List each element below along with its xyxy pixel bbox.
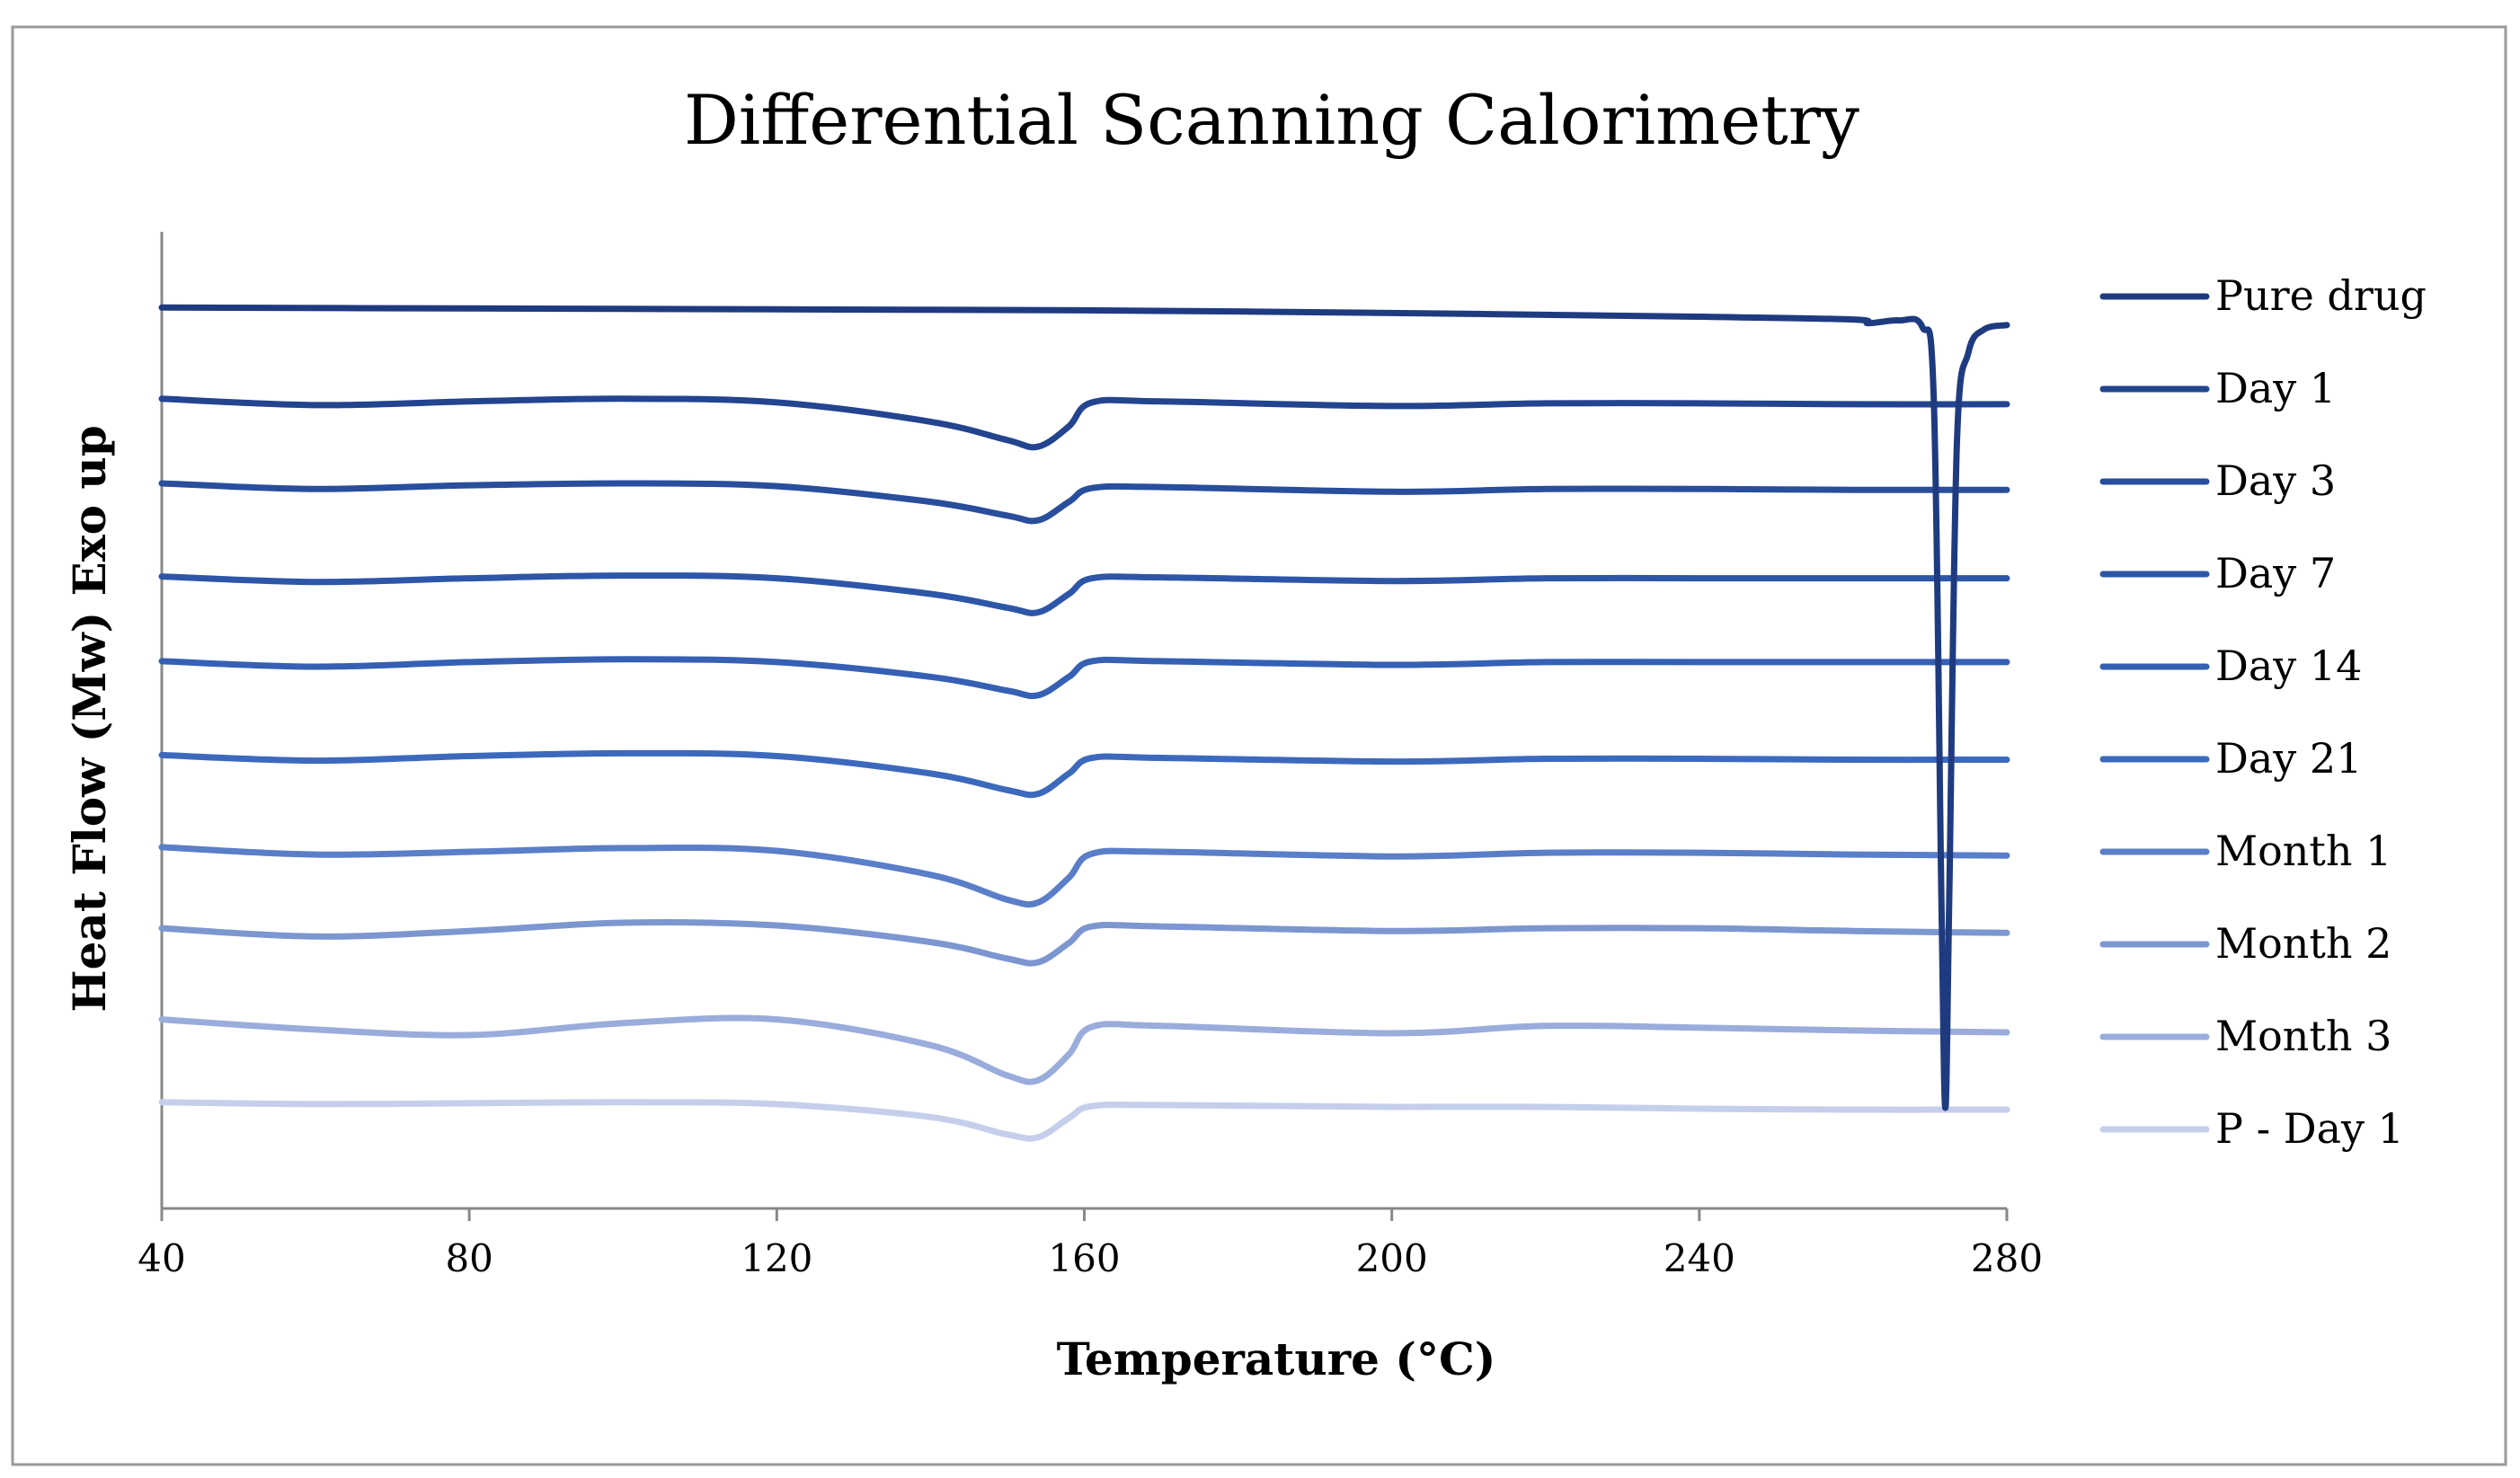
legend-label: Day 1 xyxy=(2215,364,2336,412)
x-tick-label: 40 xyxy=(138,1236,185,1280)
legend-label: Month 2 xyxy=(2215,919,2391,968)
x-tick-label: 160 xyxy=(1048,1236,1120,1280)
legend-label: Day 3 xyxy=(2215,456,2336,505)
series-line-day-1 xyxy=(158,395,2010,451)
legend-label: Day 21 xyxy=(2215,734,2362,783)
x-ticks: 40 80 120 160 200 240 280 xyxy=(138,1208,2043,1280)
series-line-pure-drug xyxy=(158,304,2010,1111)
legend-label: Day 7 xyxy=(2215,549,2336,597)
series-line-day-14 xyxy=(158,656,2010,700)
x-tick-label: 120 xyxy=(741,1236,812,1280)
chart-frame xyxy=(11,25,2507,1466)
series-line-month-1 xyxy=(158,844,2010,908)
chart-title: Differential Scanning Calorimetry xyxy=(684,80,1859,160)
x-tick-label: 200 xyxy=(1356,1236,1428,1280)
series-line-day-21 xyxy=(158,749,2010,799)
series-line-month-3 xyxy=(158,1014,2010,1085)
y-axis-label: Heat Flow (Mw) Exo up xyxy=(63,425,116,1012)
series-layer xyxy=(158,304,2010,1142)
legend-label: Month 3 xyxy=(2215,1012,2391,1060)
series-line-day-3 xyxy=(158,480,2010,525)
x-axis-label: Temperature (°C) xyxy=(1057,1332,1496,1385)
legend-label: P - Day 1 xyxy=(2215,1104,2404,1153)
legend-label: Day 14 xyxy=(2215,642,2362,690)
legend-label: Month 1 xyxy=(2215,827,2391,875)
series-line-day-7 xyxy=(158,572,2010,616)
x-tick-label: 240 xyxy=(1664,1236,1735,1280)
series-line-month-2 xyxy=(158,918,2010,967)
legend-label: Pure drug xyxy=(2215,271,2427,320)
x-tick-label: 280 xyxy=(1971,1236,2043,1280)
series-line-p-day-1 xyxy=(158,1099,2010,1142)
legend: Pure drug Day 1 Day 3 Day 7 Day 14 Day 21 Mont… xyxy=(2099,271,2427,1153)
x-tick-label: 80 xyxy=(445,1236,492,1280)
